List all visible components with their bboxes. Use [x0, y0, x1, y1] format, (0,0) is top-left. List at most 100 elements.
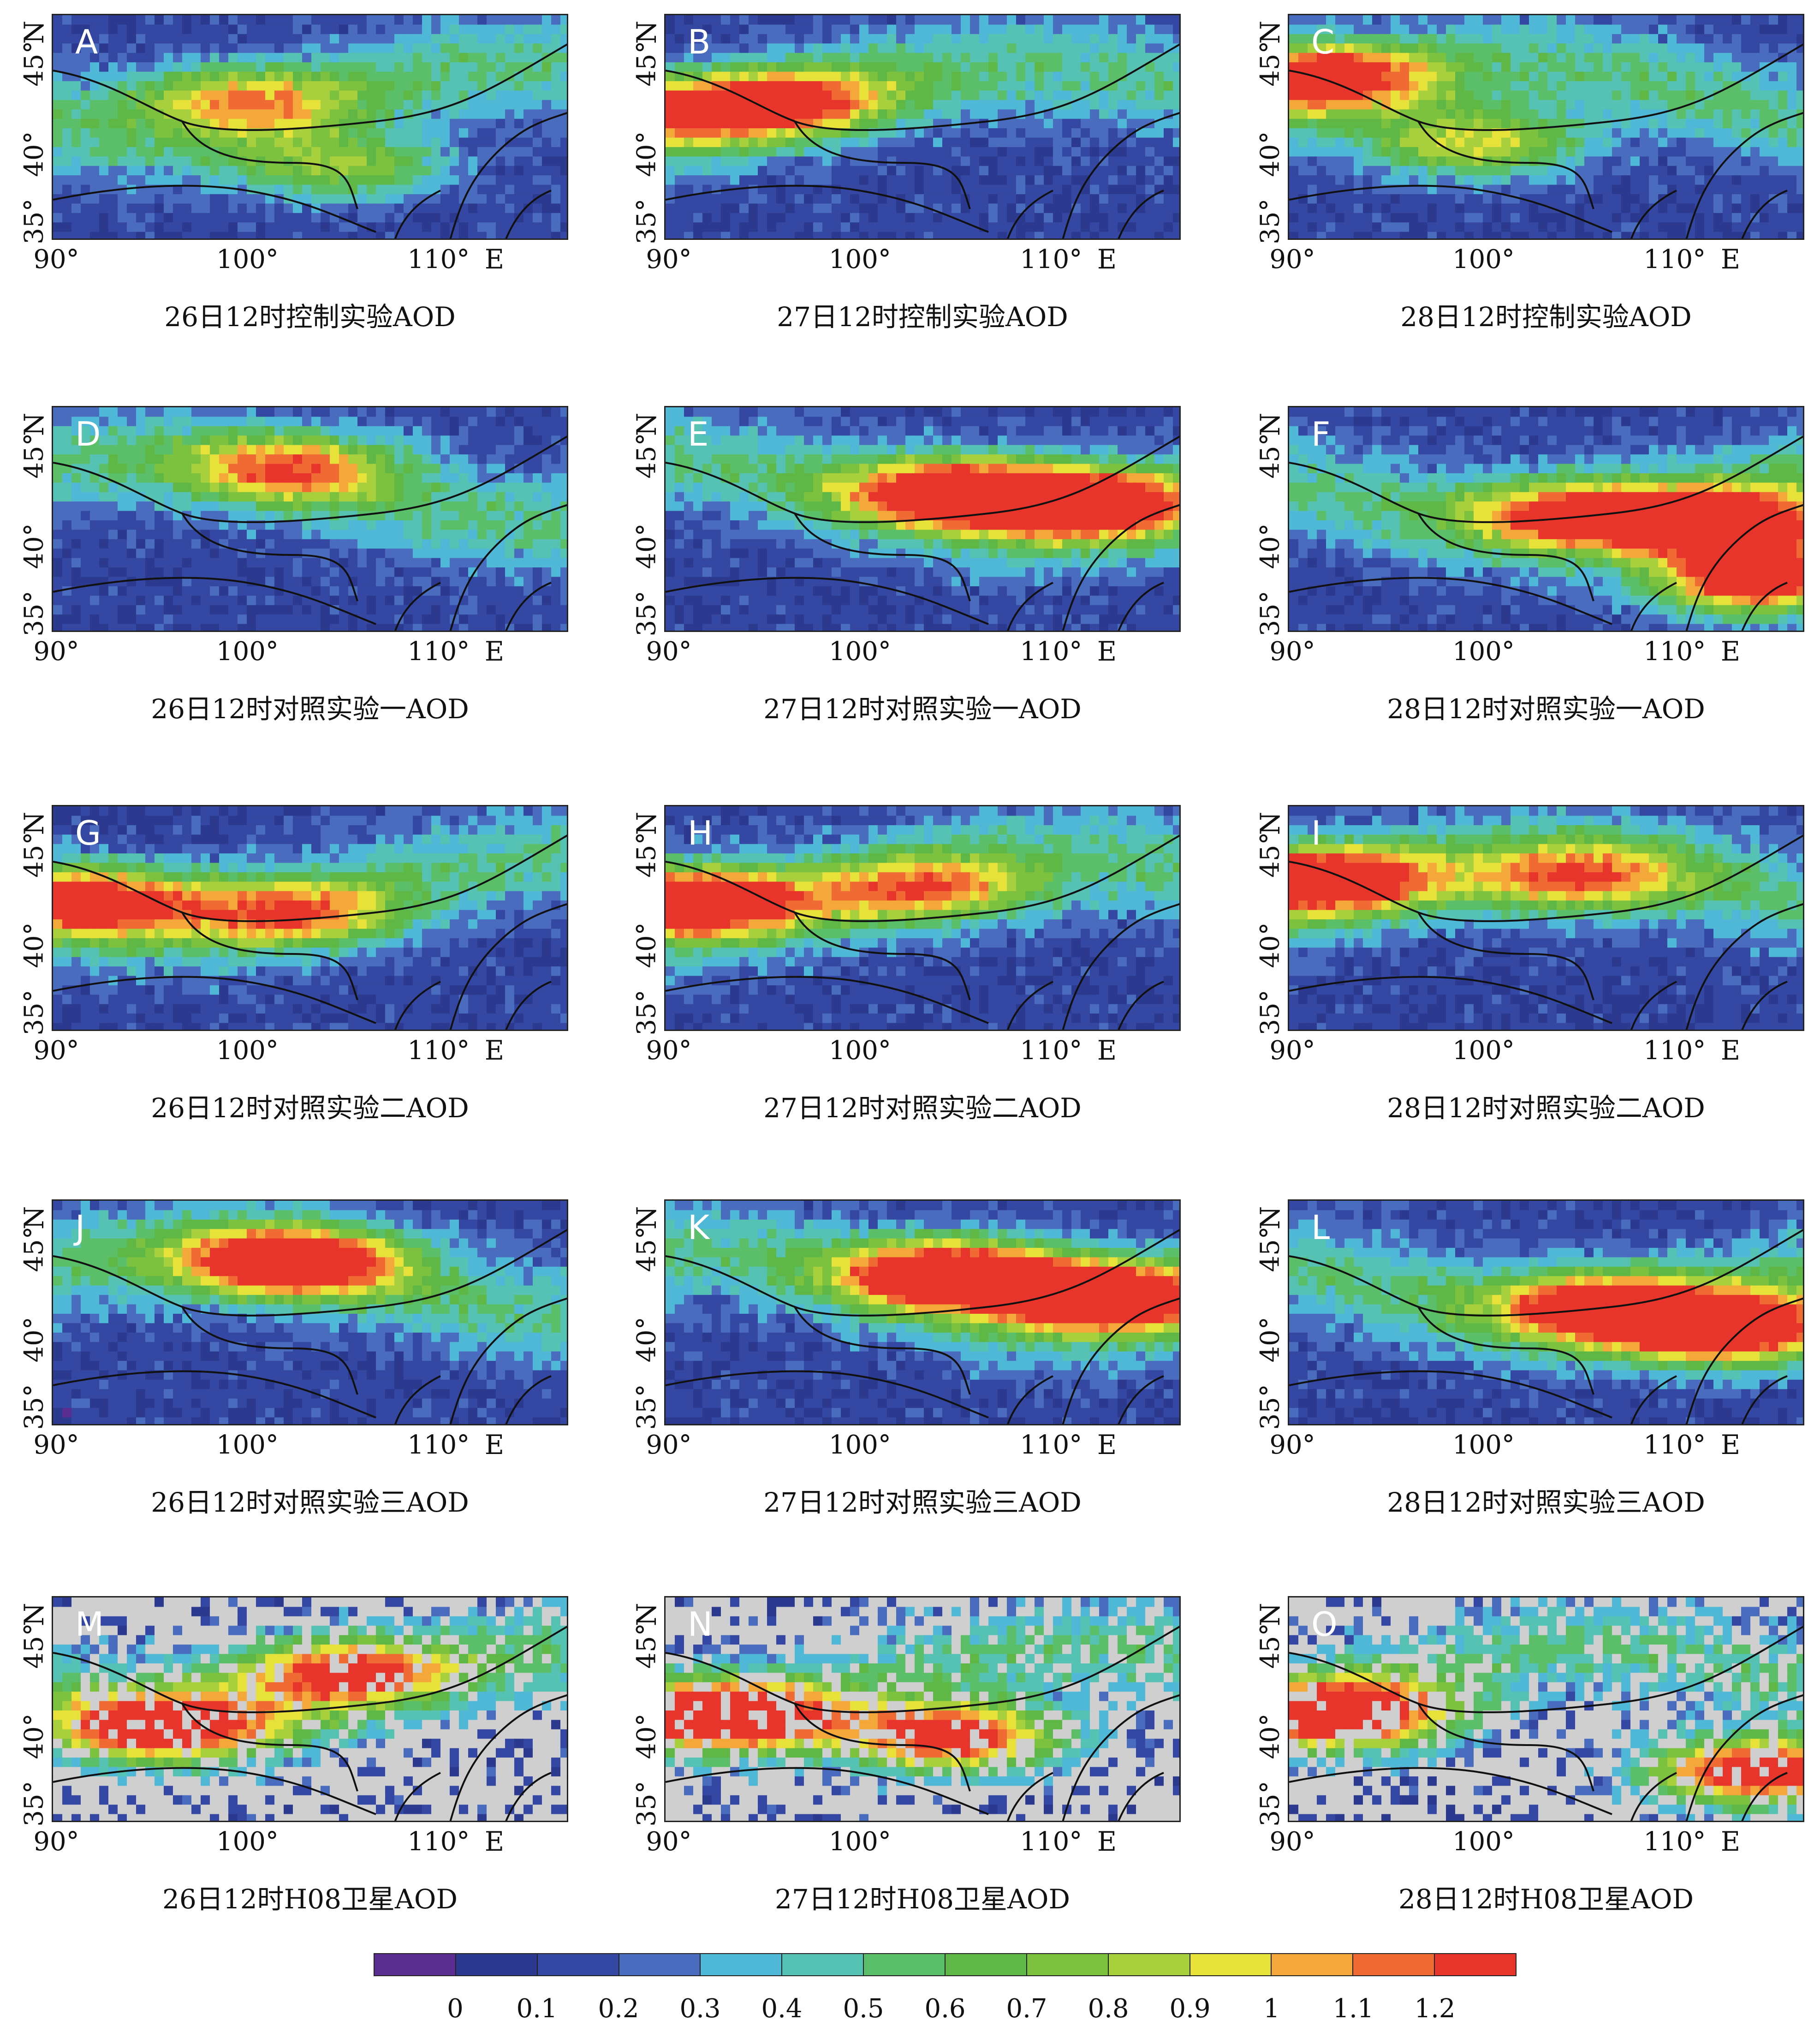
aod-cell — [1427, 222, 1437, 232]
aod-cell — [81, 194, 90, 204]
aod-cell — [868, 62, 878, 72]
aod-cell — [311, 53, 321, 63]
aod-cell — [210, 109, 220, 119]
aod-cell — [1035, 15, 1044, 25]
aod-cell — [459, 454, 469, 465]
aod-cell — [822, 81, 832, 91]
aod-cell — [90, 109, 100, 119]
aod-cell — [1062, 109, 1072, 119]
aod-cell — [1575, 109, 1585, 119]
aod-cell — [348, 222, 358, 232]
aod-cell — [1511, 147, 1520, 157]
aod-cell — [182, 156, 192, 167]
aod-cell — [896, 222, 906, 232]
aod-cell — [1099, 128, 1109, 138]
aod-cell — [514, 34, 524, 44]
aod-cell — [90, 520, 100, 530]
aod-cell — [998, 109, 1007, 119]
aod-cell — [1538, 213, 1548, 223]
aod-cell — [228, 62, 238, 72]
aod-cell — [1658, 128, 1668, 138]
aod-cell — [108, 492, 118, 502]
aod-cell — [330, 119, 339, 129]
aod-cell — [905, 100, 915, 110]
aod-cell — [961, 175, 970, 185]
aod-cell — [1704, 109, 1714, 119]
aod-cell — [1154, 194, 1164, 204]
aod-cell — [1704, 213, 1714, 223]
aod-cell — [1584, 81, 1594, 91]
aod-cell — [302, 175, 312, 185]
aod-cell — [210, 473, 220, 483]
aod-cell — [1317, 147, 1326, 157]
aod-cell — [53, 492, 63, 502]
aod-cell — [62, 81, 72, 91]
aod-cell — [210, 417, 220, 427]
aod-cell — [1584, 15, 1594, 25]
aod-cell — [1760, 147, 1769, 157]
aod-cell — [998, 137, 1007, 148]
aod-cell — [1474, 166, 1483, 176]
aod-cell — [385, 445, 395, 455]
aod-cell — [1145, 166, 1155, 176]
aod-cell — [108, 137, 118, 148]
aod-cell — [1164, 72, 1173, 82]
aod-cell — [145, 53, 155, 63]
aod-cell — [422, 454, 432, 465]
aod-cell — [505, 492, 515, 502]
aod-cell — [155, 203, 164, 214]
aod-cell — [1621, 185, 1631, 195]
aod-cell — [182, 81, 192, 91]
aod-cell — [330, 417, 339, 427]
aod-cell — [1492, 232, 1502, 238]
aod-cell — [348, 166, 358, 176]
aod-cell — [81, 203, 90, 214]
aod-cell — [1686, 119, 1695, 129]
aod-cell — [859, 34, 869, 44]
aod-cell — [1547, 53, 1557, 63]
aod-cell — [1025, 15, 1035, 25]
aod-cell — [127, 530, 137, 540]
aod-cell — [81, 483, 90, 493]
aod-cell — [514, 24, 524, 35]
aod-cell — [1446, 119, 1456, 129]
aod-cell — [90, 34, 100, 44]
aod-cell — [1677, 185, 1686, 195]
aod-cell — [265, 15, 275, 25]
aod-cell — [1007, 147, 1017, 157]
aod-cell — [998, 175, 1007, 185]
aod-cell — [487, 492, 496, 502]
aod-cell — [136, 24, 146, 35]
aod-cell — [1118, 81, 1127, 91]
aod-cell — [1492, 166, 1502, 176]
aod-cell — [265, 492, 275, 502]
aod-cell — [785, 175, 795, 185]
aod-cell — [924, 185, 934, 195]
aod-cell — [551, 417, 561, 427]
aod-cell — [505, 100, 515, 110]
aod-cell — [71, 24, 81, 35]
aod-cell — [118, 492, 127, 502]
aod-cell — [1630, 147, 1640, 157]
aod-cell — [1418, 15, 1428, 25]
aod-cell — [804, 194, 814, 204]
aod-cell — [127, 213, 137, 223]
aod-cell — [1557, 34, 1566, 44]
aod-cell — [265, 511, 275, 521]
aod-cell — [1118, 62, 1127, 72]
aod-cell — [1044, 62, 1053, 72]
aod-cell — [767, 166, 777, 176]
aod-cell — [256, 232, 266, 238]
aod-cell — [1418, 194, 1428, 204]
aod-cell — [173, 222, 183, 232]
aod-cell — [1437, 81, 1446, 91]
aod-cell — [1053, 128, 1063, 138]
aod-cell — [1704, 222, 1714, 232]
aod-cell — [210, 407, 220, 417]
aod-cell — [1289, 53, 1299, 63]
aod-cell — [404, 213, 413, 223]
aod-cell — [1289, 43, 1299, 54]
aod-cell — [758, 109, 767, 119]
aod-cell — [1127, 185, 1136, 195]
aod-cell — [1164, 119, 1173, 129]
